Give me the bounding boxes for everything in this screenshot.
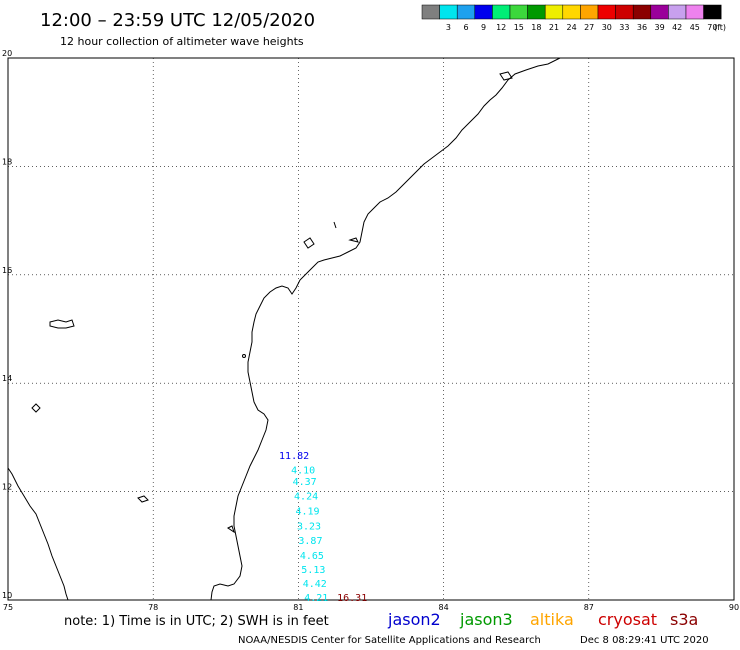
legend-swatch (580, 4, 599, 20)
legend-label: 3 (446, 23, 451, 32)
y-tick-label: 10 (2, 591, 12, 600)
legend-swatch (703, 4, 722, 20)
legend-unit: (ft) (714, 23, 726, 32)
island-6 (348, 237, 359, 243)
legend-swatch (650, 4, 669, 20)
legend-swatch (492, 4, 511, 20)
y-tick-label: 12 (2, 483, 12, 492)
island-5 (333, 221, 337, 229)
legend-label: 33 (619, 23, 629, 32)
wave-height-value: 4.65 (300, 551, 324, 562)
legend-swatch (474, 4, 493, 20)
wave-height-value: 4.24 (294, 492, 318, 503)
island-4 (303, 237, 315, 249)
island-8 (227, 525, 235, 534)
chart-subtitle: 12 hour collection of altimeter wave hei… (60, 35, 304, 48)
x-tick-labels: 75 78 81 84 87 90 (3, 603, 739, 612)
legend-swatch (527, 4, 546, 20)
legend-label: 70 (707, 23, 717, 32)
mission-s3a: s3a (670, 610, 698, 629)
island-1 (49, 319, 75, 329)
legend-label: 27 (584, 23, 594, 32)
wave-height-value: 11.82 (279, 451, 309, 462)
x-tick-label: 84 (439, 603, 449, 612)
coastline-group (7, 57, 561, 601)
wave-height-value: 4.19 (295, 506, 319, 517)
mission-legend: jason2 jason3 altika cryosat s3a (387, 610, 698, 629)
island-3 (137, 495, 149, 503)
island-2 (31, 403, 41, 413)
wave-height-value: 5.13 (301, 565, 325, 576)
legend-label: 18 (531, 23, 541, 32)
x-tick-label: 87 (584, 603, 594, 612)
x-tick-label: 78 (148, 603, 158, 612)
footer-note: note: 1) Time is in UTC; 2) SWH is in fe… (64, 614, 329, 629)
legend-swatch (632, 4, 652, 20)
legend-swatch (421, 4, 440, 20)
legend-label: 39 (655, 23, 665, 32)
legend-label: 21 (549, 23, 559, 32)
legend-swatch (597, 4, 616, 20)
legend-swatch (544, 4, 564, 20)
island-9 (242, 354, 246, 358)
x-tick-label: 90 (729, 603, 739, 612)
color-legend: 3 6 9 12 15 18 21 24 27 30 33 36 39 42 45 70 (421, 4, 722, 32)
wave-height-value: 3.23 (297, 522, 321, 533)
india-east-coastline (210, 57, 561, 601)
wave-height-value: 4.37 (293, 477, 317, 488)
legend-label: 24 (567, 23, 577, 32)
x-tick-label: 81 (293, 603, 303, 612)
footer-credit: NOAA/NESDIS Center for Satellite Applica… (238, 635, 541, 646)
legend-label: 30 (602, 23, 612, 32)
y-tick-label: 14 (2, 374, 12, 383)
legend-swatch (615, 4, 634, 20)
legend-label: 6 (463, 23, 468, 32)
legend-swatch (668, 4, 687, 20)
y-tick-labels: 10 12 14 16 18 20 (2, 49, 12, 600)
west-landmass-coastline (7, 467, 69, 601)
legend-swatch (562, 4, 581, 20)
legend-label: 9 (481, 23, 486, 32)
legend-swatch (456, 4, 476, 20)
legend-label: 42 (672, 23, 682, 32)
mission-cryosat: cryosat (598, 610, 657, 629)
legend-label: 36 (637, 23, 647, 32)
grid-lines (8, 58, 734, 600)
legend-label: 12 (496, 23, 506, 32)
chart-title: 12:00 – 23:59 UTC 12/05/2020 (40, 10, 315, 31)
legend-swatch (509, 4, 528, 20)
mission-jason2: jason2 (387, 610, 441, 629)
legend-swatch (685, 4, 704, 20)
plot-frame (7, 57, 735, 601)
x-tick-label: 75 (3, 603, 13, 612)
y-tick-label: 16 (2, 266, 12, 275)
island-7 (499, 71, 513, 81)
wave-height-labels: 11.82 4.104.37 4.24 4.19 3.23 3.87 4.65 5.13 4.4… (279, 451, 367, 604)
footer-timestamp: Dec 8 08:29:41 UTC 2020 (580, 635, 709, 646)
legend-swatch (439, 4, 458, 20)
legend-label: 45 (690, 23, 700, 32)
y-tick-label: 20 (2, 49, 12, 58)
mission-altika: altika (530, 610, 574, 629)
wave-height-value: 16.31 (337, 593, 367, 604)
legend-label: 15 (514, 23, 524, 32)
mission-jason3: jason3 (459, 610, 513, 629)
wave-height-value: 4.42 (303, 579, 327, 590)
wave-height-value: 4.21 (304, 593, 328, 604)
y-tick-label: 18 (2, 157, 12, 166)
wave-height-value: 4.10 (291, 466, 315, 477)
wave-height-value: 3.87 (298, 536, 322, 547)
